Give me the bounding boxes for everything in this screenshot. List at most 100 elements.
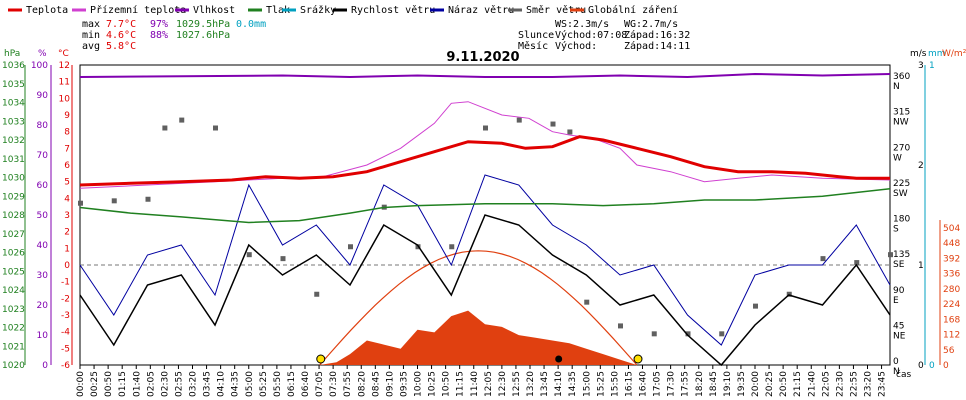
stats-max-temp: 7.7°C	[106, 19, 136, 30]
wind-direction-point	[483, 125, 488, 131]
direction-tick-label: S	[893, 225, 899, 235]
humidity-tick-label: 80	[37, 121, 49, 131]
direction-tick-label: 225	[893, 179, 910, 189]
humidity-tick-label: 20	[37, 301, 49, 311]
humidity-line	[79, 72, 891, 79]
temperature-tick-label: 6	[64, 161, 70, 171]
pressure-tick-label: 1028	[2, 211, 25, 221]
wind-tick-label: 0	[918, 361, 924, 371]
stats-avg-temp: 5.8°C	[106, 41, 136, 52]
wind-tick-label: 1	[918, 261, 924, 271]
legend-label: Náraz větru	[448, 4, 514, 16]
x-tick-label: 14:35	[568, 371, 578, 397]
x-tick-label: 15:00	[582, 371, 592, 397]
x-tick-label: 15:25	[596, 371, 606, 397]
x-tick-label: 07:05	[315, 371, 325, 397]
x-tick-label: 09:10	[385, 371, 395, 397]
unit-wm2: W/m²	[942, 49, 966, 59]
temperature-tick-label: -1	[61, 278, 70, 288]
x-tick-label: 02:55	[174, 371, 184, 397]
direction-tick-label: E	[893, 296, 899, 306]
wind-speed-avg: WS:2.3m/s	[555, 19, 609, 30]
temperature-tick-label: 4	[64, 194, 70, 204]
wind-direction-point	[584, 299, 590, 305]
humidity-tick-label: 10	[37, 331, 49, 341]
wind-direction-point	[567, 129, 573, 135]
x-tick-label: 19:35	[737, 371, 747, 397]
legend-label: Přízemní teplota	[90, 4, 186, 16]
wind-direction-point	[78, 200, 83, 206]
stats-block: max 7.7°C 97% 1029.5hPa 0.0mm min 4.6°C …	[82, 19, 266, 52]
unit-degc: °C	[58, 49, 69, 59]
x-tick-label: 17:55	[681, 371, 691, 397]
wind-direction-point	[786, 291, 792, 297]
pressure-tick-label: 1036	[2, 61, 25, 71]
stats-min-label: min	[82, 30, 100, 41]
pressure-tick-label: 1034	[2, 99, 25, 109]
direction-tick-label: 0	[893, 357, 899, 367]
legend-label: Globální záření	[588, 4, 678, 16]
astro-block: WS:2.3m/s WG:2.7m/s Slunce Východ:07:08 …	[518, 19, 690, 52]
stats-min-temp: 4.6°C	[106, 30, 136, 41]
direction-tick-label: 315	[893, 108, 910, 118]
wind-direction-point	[719, 331, 725, 337]
direction-tick-label: N	[893, 82, 900, 92]
rain-tick-label: 0	[929, 361, 935, 371]
radiation-tick-label: 112	[943, 331, 960, 341]
legend-label: Vlhkost	[193, 5, 235, 16]
radiation-tick-label: 0	[943, 361, 949, 371]
x-tick-label: 21:40	[807, 371, 817, 397]
unit-cas: čas	[896, 369, 911, 380]
x-tick-label: 07:55	[343, 371, 353, 397]
x-tick-label: 05:00	[245, 371, 255, 397]
humidity-tick-label: 60	[37, 181, 49, 191]
direction-tick-label: SW	[893, 189, 908, 199]
wind-direction-point	[854, 260, 860, 266]
wind-tick-label: 2	[918, 161, 924, 171]
x-tick-label: 05:50	[273, 371, 283, 397]
temperature-tick-label: -6	[61, 361, 70, 371]
pressure-tick-label: 1033	[2, 117, 25, 127]
humidity-tick-label: 40	[37, 241, 49, 251]
x-tick-label: 20:25	[765, 371, 775, 397]
x-tick-label: 22:05	[821, 371, 831, 397]
wind-direction-point	[314, 291, 320, 297]
direction-tick-label: W	[893, 153, 902, 163]
wind-direction-point	[516, 117, 522, 123]
x-tick-label: 10:50	[442, 371, 452, 397]
wind-direction-point	[111, 198, 117, 204]
x-tick-label: 11:15	[456, 371, 466, 397]
temperature-tick-label: -4	[61, 328, 70, 338]
moon-label: Měsíc	[518, 40, 548, 52]
x-tick-label: 18:20	[695, 371, 705, 397]
temperature-tick-label: -2	[61, 294, 70, 304]
sunset-marker	[633, 354, 643, 364]
unit-hpa: hPa	[4, 49, 20, 59]
x-tick-label: 09:35	[399, 371, 409, 397]
legend-label: Teplota	[26, 5, 68, 16]
temperature-tick-label: 2	[64, 228, 70, 238]
temperature-tick-label: 3	[64, 211, 70, 221]
x-tick-label: 08:45	[371, 371, 381, 397]
chart-title: 9.11.2020	[446, 50, 519, 65]
radiation-tick-label: 336	[943, 270, 960, 280]
gust-line	[79, 174, 891, 346]
radiation-tick-label: 280	[943, 285, 960, 295]
legend-label: Směr větru	[526, 4, 586, 16]
legend-label: Srážky	[300, 4, 336, 16]
radiation-tick-label: 392	[943, 254, 960, 264]
temperature-tick-label: 9	[64, 111, 70, 121]
humidity-tick-label: 0	[42, 361, 48, 371]
unit-mm: mm	[928, 49, 946, 59]
x-tick-label: 17:05	[653, 371, 663, 397]
wind-direction-point	[348, 244, 353, 250]
x-tick-label: 00:00	[76, 371, 86, 397]
legend-label: Tlak	[266, 5, 290, 16]
wind-direction-point	[179, 117, 185, 123]
wind-direction-point	[145, 196, 151, 202]
wind-direction-point	[685, 331, 691, 337]
temperature-tick-label: 5	[64, 178, 70, 188]
direction-tick-label: 180	[893, 215, 910, 225]
moon-set: Západ:14:11	[624, 40, 690, 52]
